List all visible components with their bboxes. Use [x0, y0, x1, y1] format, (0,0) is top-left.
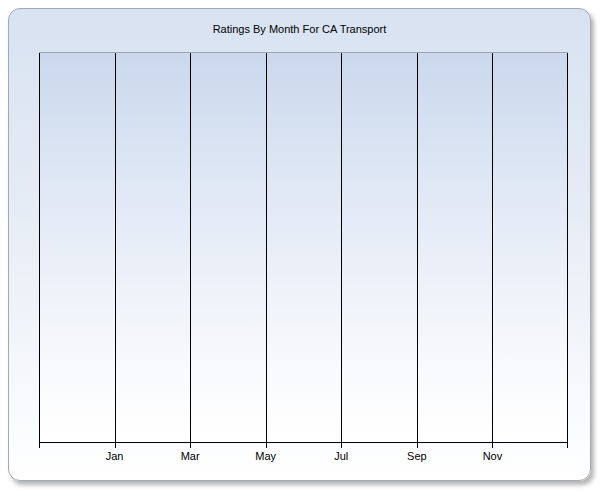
axis-tick	[567, 443, 568, 448]
vertical-gridline	[266, 53, 267, 442]
x-tick-label: Nov	[483, 449, 503, 463]
x-tick-label: May	[255, 449, 276, 463]
x-tick-label: Jan	[106, 449, 124, 463]
chart-container: Ratings By Month For CA Transport Jan Ma…	[8, 8, 591, 481]
x-axis-labels: Jan Mar May Jul Sep Nov	[39, 449, 568, 463]
axis-tick	[341, 443, 342, 448]
vertical-gridline	[190, 53, 191, 442]
vertical-gridline	[567, 53, 568, 442]
axis-tick	[492, 443, 493, 448]
axis-tick	[39, 443, 40, 448]
plot-area	[39, 52, 568, 443]
x-tick-label: Jul	[334, 449, 348, 463]
axis-tick	[417, 443, 418, 448]
chart-title: Ratings By Month For CA Transport	[9, 22, 590, 36]
axis-tick	[190, 443, 191, 448]
page: { "chart_data": { "type": "line", "title…	[0, 0, 600, 500]
vertical-gridline	[115, 53, 116, 442]
vertical-gridline	[417, 53, 418, 442]
vertical-gridline	[341, 53, 342, 442]
axis-tick	[266, 443, 267, 448]
x-tick-label: Sep	[407, 449, 427, 463]
x-axis-ticks	[39, 443, 568, 448]
x-tick-label: Mar	[181, 449, 200, 463]
vertical-gridline	[492, 53, 493, 442]
axis-tick	[115, 443, 116, 448]
vertical-gridline	[39, 53, 40, 442]
